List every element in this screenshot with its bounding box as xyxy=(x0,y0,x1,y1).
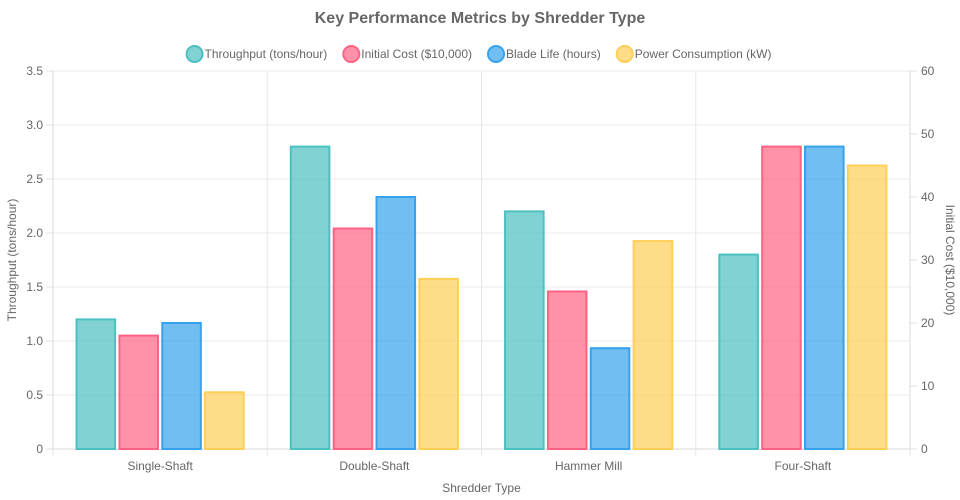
bar[interactable] xyxy=(289,145,331,450)
x-tick-label: Hammer Mill xyxy=(555,459,622,473)
bar[interactable] xyxy=(546,290,588,450)
legend-label[interactable]: Throughput (tons/hour) xyxy=(205,47,328,61)
y-tick-label: 1.0 xyxy=(26,334,43,348)
axes: 0 0.5 1.0 1.5 2.0 2.5 3.0 3.5 0 10 20 30 40 50 60 Singl… xyxy=(26,64,934,473)
chart-title: Key Performance Metrics by Shredder Type xyxy=(315,10,646,27)
bar[interactable] xyxy=(75,318,117,450)
y-axis-title: Throughput (tons/hour) xyxy=(5,199,19,322)
bar[interactable] xyxy=(589,347,631,451)
legend-swatch[interactable] xyxy=(185,45,204,63)
x-axis-title: Shredder Type xyxy=(442,481,521,495)
y2-tick-label: 10 xyxy=(921,379,935,393)
y2-tick-label: 40 xyxy=(921,190,935,204)
bars xyxy=(75,145,888,451)
bar[interactable] xyxy=(375,196,417,450)
y2-tick-label: 60 xyxy=(921,64,935,78)
y-tick-label: 0 xyxy=(36,442,43,456)
legend-swatch[interactable] xyxy=(342,45,361,63)
y-tick-label: 2.5 xyxy=(26,172,43,186)
y2-axis-title: Initial Cost ($10,000) xyxy=(943,205,957,316)
bar[interactable] xyxy=(161,322,202,450)
bar[interactable] xyxy=(761,145,802,450)
legend-swatch[interactable] xyxy=(487,45,506,63)
y-tick-label: 3.5 xyxy=(26,64,43,78)
bar[interactable] xyxy=(846,164,888,450)
bar[interactable] xyxy=(718,253,759,450)
legend[interactable]: Throughput (tons/hour) Initial Cost ($10,… xyxy=(185,45,772,63)
bar[interactable] xyxy=(332,227,374,450)
bar[interactable] xyxy=(804,145,845,450)
bar[interactable] xyxy=(632,240,674,450)
y2-tick-label: 0 xyxy=(921,442,928,456)
legend-label[interactable]: Power Consumption (kW) xyxy=(635,47,772,61)
legend-swatch[interactable] xyxy=(615,45,634,63)
y-tick-label: 3.0 xyxy=(26,118,43,132)
bar[interactable] xyxy=(504,210,545,450)
y2-tick-label: 50 xyxy=(921,127,935,141)
x-tick-label: Four-Shaft xyxy=(775,459,832,473)
y-tick-label: 1.5 xyxy=(26,280,43,294)
bar[interactable] xyxy=(118,334,159,451)
y2-tick-label: 20 xyxy=(921,316,935,330)
bar[interactable] xyxy=(418,277,459,450)
y-tick-label: 0.5 xyxy=(26,388,43,402)
x-tick-label: Double-Shaft xyxy=(339,459,410,473)
y2-tick-label: 30 xyxy=(921,253,935,267)
legend-label[interactable]: Blade Life (hours) xyxy=(506,47,601,61)
bar[interactable] xyxy=(204,391,245,450)
legend-label[interactable]: Initial Cost ($10,000) xyxy=(361,47,472,61)
y-tick-label: 2.0 xyxy=(26,226,43,240)
x-tick-label: Single-Shaft xyxy=(127,459,193,473)
